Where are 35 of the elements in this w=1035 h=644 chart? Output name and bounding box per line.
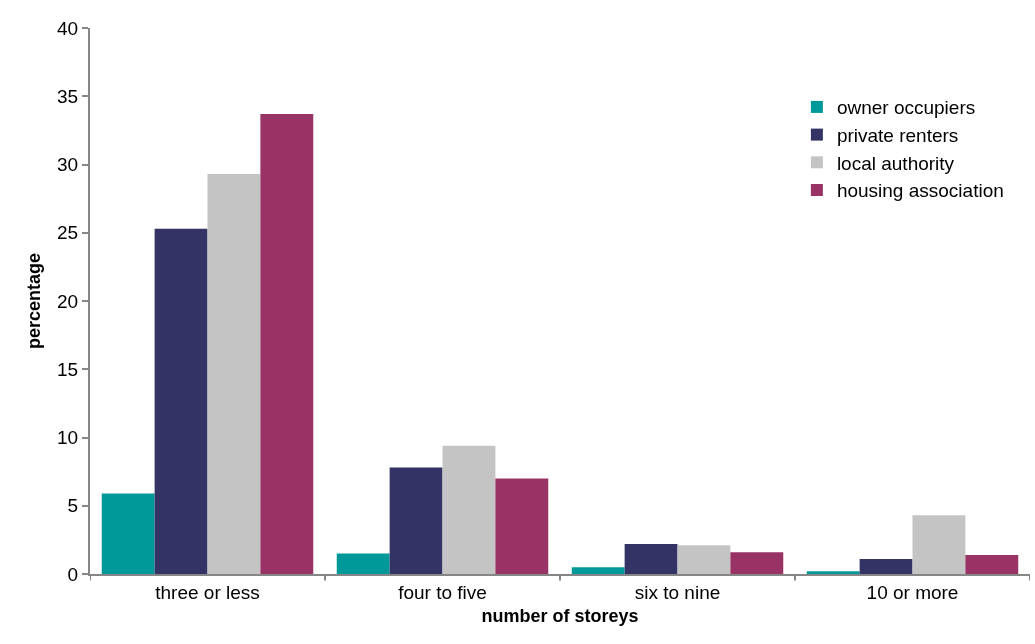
bar [677, 545, 731, 574]
bar [965, 554, 1019, 574]
bar [571, 567, 625, 574]
bar [207, 174, 261, 574]
y-tick-label: 0 [67, 563, 79, 585]
legend-label: owner occupiers [836, 97, 976, 119]
x-tick-label: 10 or more [866, 581, 959, 603]
legend-label: private renters [836, 125, 959, 147]
bar [260, 113, 314, 574]
x-tick-label: three or less [155, 581, 260, 603]
y-tick-label: 20 [57, 290, 79, 312]
bar [336, 553, 390, 574]
y-tick-label: 40 [57, 17, 79, 39]
bar [859, 558, 913, 574]
x-axis-title: number of storeys [481, 606, 639, 627]
y-tick-label: 10 [57, 427, 79, 449]
bar [806, 571, 860, 574]
x-tick-label: six to nine [634, 581, 721, 603]
bar [101, 493, 155, 574]
bar [389, 467, 443, 574]
y-tick-label: 25 [57, 222, 79, 244]
legend-label: local authority [836, 152, 955, 174]
y-tick-label: 35 [57, 85, 79, 107]
bar [624, 543, 678, 574]
y-tick-label: 15 [57, 358, 79, 380]
y-tick-label: 30 [57, 154, 79, 176]
y-tick-label: 5 [67, 495, 79, 517]
x-tick-label: four to five [398, 581, 487, 603]
legend-label: housing association [836, 180, 1004, 202]
bar [154, 228, 208, 574]
bar [495, 478, 549, 574]
bar [912, 515, 966, 574]
bar [730, 552, 784, 574]
y-axis-title: percentage [23, 252, 44, 350]
bar [442, 445, 496, 574]
